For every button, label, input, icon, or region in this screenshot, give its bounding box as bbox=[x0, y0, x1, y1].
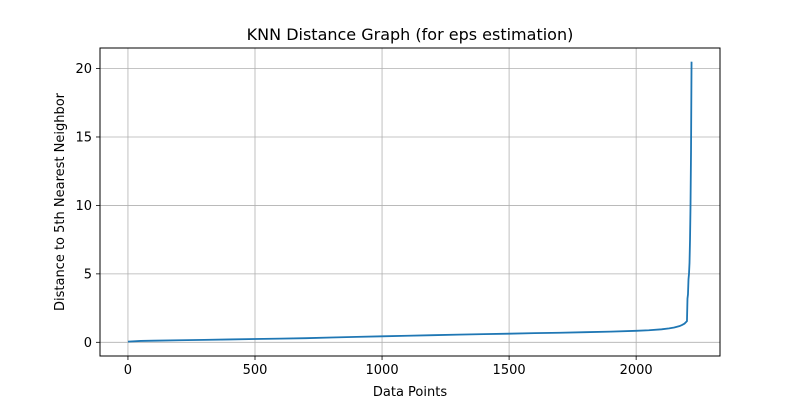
x-tick-label: 500 bbox=[243, 363, 268, 378]
y-tick-label: 20 bbox=[75, 62, 92, 77]
y-tick-label: 0 bbox=[84, 336, 92, 351]
plot-area-frame bbox=[99, 47, 721, 357]
x-tick-label: 0 bbox=[124, 363, 132, 378]
y-tick-label: 5 bbox=[84, 267, 92, 282]
x-tick-label: 2000 bbox=[620, 363, 653, 378]
y-tick-label: 15 bbox=[75, 130, 92, 145]
grid-lines bbox=[100, 48, 720, 356]
x-tick-label: 1000 bbox=[366, 363, 399, 378]
y-axis-label: Distance to 5th Nearest Neighbor bbox=[53, 92, 68, 311]
x-tick-label: 1500 bbox=[493, 363, 526, 378]
y-tick-label: 10 bbox=[75, 199, 92, 214]
series-line-0 bbox=[127, 61, 693, 343]
x-axis-label: Data Points bbox=[373, 385, 447, 400]
series-lines bbox=[127, 61, 693, 343]
axis-ticks: 0 500 1000 1500 2000 0 5 10 15 20 bbox=[75, 62, 652, 378]
chart-title: KNN Distance Graph (for eps estimation) bbox=[247, 25, 574, 44]
